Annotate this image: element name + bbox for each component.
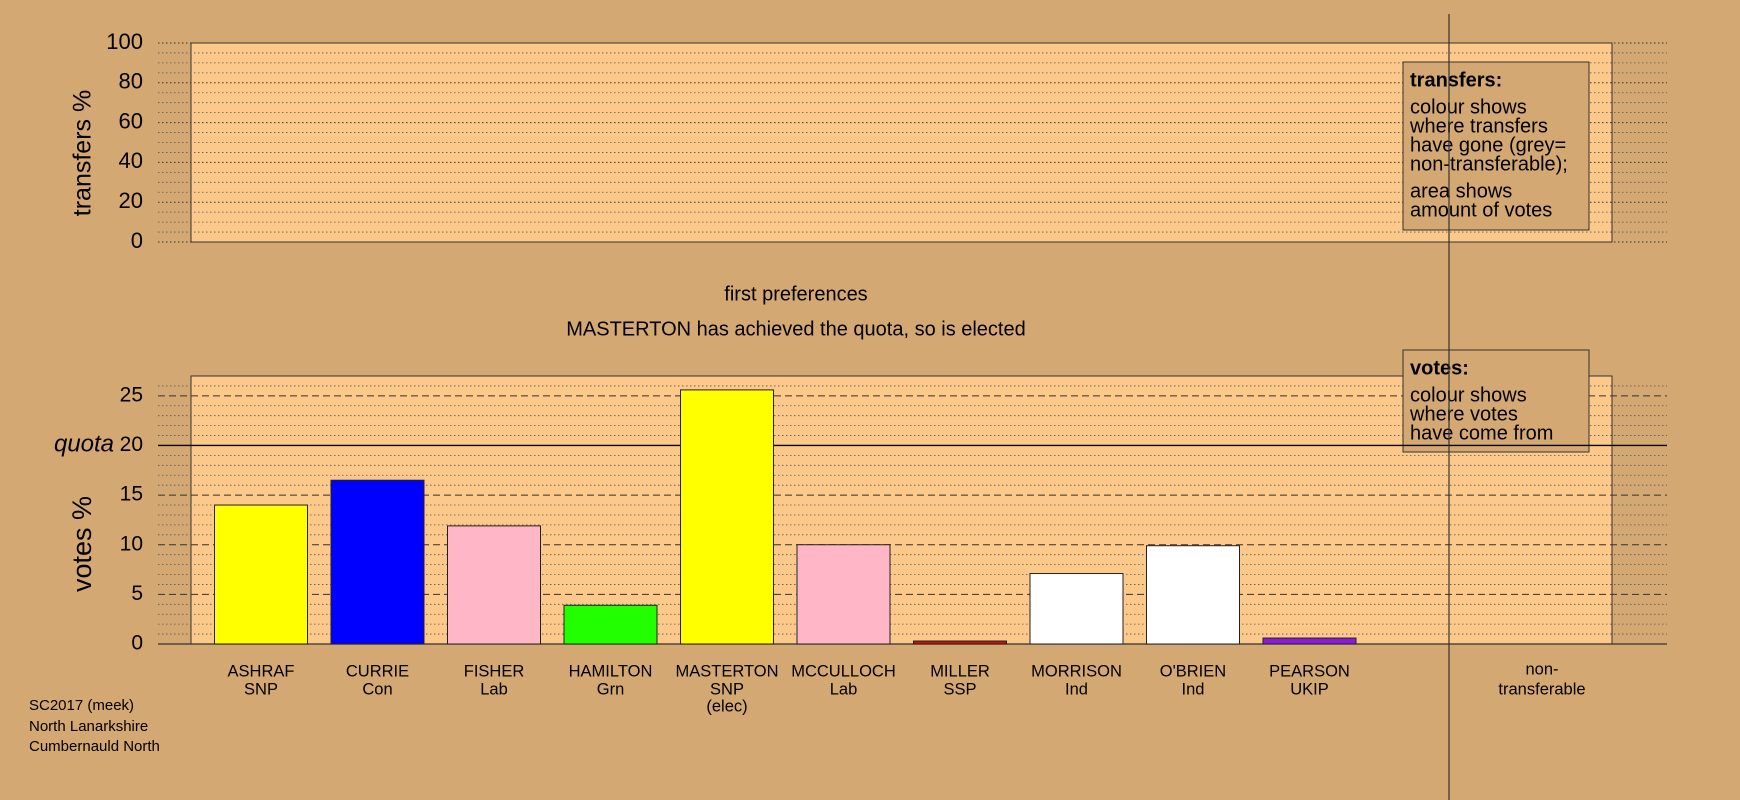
x-tick-label: MORRISON bbox=[1031, 662, 1122, 680]
party-label: Grn bbox=[597, 680, 625, 698]
x-tick-label: MASTERTON bbox=[676, 662, 779, 680]
x-tick-label: ASHRAF bbox=[228, 662, 295, 680]
y-axis-label: transfers % bbox=[69, 90, 97, 216]
legend-text: colour shows bbox=[1410, 96, 1527, 118]
x-tick-label: MILLER bbox=[930, 662, 990, 680]
x-tick-label: FISHER bbox=[464, 662, 525, 680]
party-label: Lab bbox=[830, 680, 858, 698]
legend-text: amount of votes bbox=[1410, 199, 1552, 221]
nontransferable-label: transferable bbox=[1498, 680, 1585, 698]
legend-title: transfers: bbox=[1410, 69, 1502, 91]
party-label: Ind bbox=[1065, 680, 1088, 698]
bar bbox=[447, 525, 541, 645]
bar bbox=[1146, 545, 1240, 645]
legend-title: votes: bbox=[1410, 357, 1469, 379]
bar bbox=[796, 544, 891, 645]
legend-text: where votes bbox=[1409, 403, 1518, 425]
y-tick-label: 80 bbox=[119, 69, 143, 94]
legend-text: where transfers bbox=[1409, 115, 1548, 137]
y-tick-label: 25 bbox=[120, 383, 143, 406]
bar bbox=[330, 479, 425, 645]
bar bbox=[680, 389, 774, 645]
bar bbox=[1262, 637, 1357, 645]
party-label: Con bbox=[362, 680, 392, 698]
nontransferable-label: non- bbox=[1525, 660, 1558, 678]
bar bbox=[913, 640, 1007, 645]
y-tick-label: 15 bbox=[120, 483, 143, 506]
legend-text: have come from bbox=[1410, 422, 1553, 444]
x-tick-label: HAMILTON bbox=[569, 662, 653, 680]
quota-label: quota bbox=[54, 430, 114, 457]
party-label: SNP bbox=[244, 680, 278, 698]
y-tick-label: 20 bbox=[119, 188, 143, 213]
y-axis-label: votes % bbox=[67, 496, 97, 592]
bar bbox=[563, 604, 658, 645]
party-label: Lab bbox=[480, 680, 508, 698]
y-tick-label: 60 bbox=[119, 108, 143, 133]
y-tick-label: 20 bbox=[120, 433, 143, 456]
legend-box bbox=[1402, 61, 1590, 231]
x-tick-label: CURRIE bbox=[346, 662, 409, 680]
bar bbox=[1029, 573, 1124, 645]
footer-text: Cumbernauld North bbox=[29, 738, 160, 755]
y-tick-label: 100 bbox=[106, 29, 143, 54]
legend-text: colour shows bbox=[1410, 384, 1527, 406]
x-tick-label: MCCULLOCH bbox=[791, 662, 896, 680]
chart-title: first preferences bbox=[724, 283, 867, 305]
y-tick-label: 0 bbox=[131, 228, 143, 253]
votes-panel bbox=[190, 375, 1613, 645]
chart-subtitle: MASTERTON has achieved the quota, so is … bbox=[566, 318, 1026, 340]
x-tick-label: O'BRIEN bbox=[1160, 662, 1226, 680]
y-tick-label: 10 bbox=[120, 532, 143, 555]
party-label: Ind bbox=[1182, 680, 1205, 698]
x-tick-label: PEARSON bbox=[1269, 662, 1350, 680]
party-label: UKIP bbox=[1290, 680, 1329, 698]
party-label: SSP bbox=[943, 680, 976, 698]
legend-text: area shows bbox=[1410, 180, 1512, 202]
party-label: SNP bbox=[710, 680, 744, 698]
elected-note: (elec) bbox=[706, 697, 747, 715]
y-tick-label: 5 bbox=[131, 582, 143, 605]
footer-text: North Lanarkshire bbox=[29, 718, 148, 735]
y-tick-label: 0 bbox=[131, 632, 143, 655]
y-tick-label: 40 bbox=[119, 148, 143, 173]
legend-text: non-transferable); bbox=[1410, 153, 1568, 175]
bar bbox=[214, 504, 308, 645]
footer-text: SC2017 (meek) bbox=[29, 697, 134, 714]
legend-box bbox=[1402, 349, 1590, 453]
